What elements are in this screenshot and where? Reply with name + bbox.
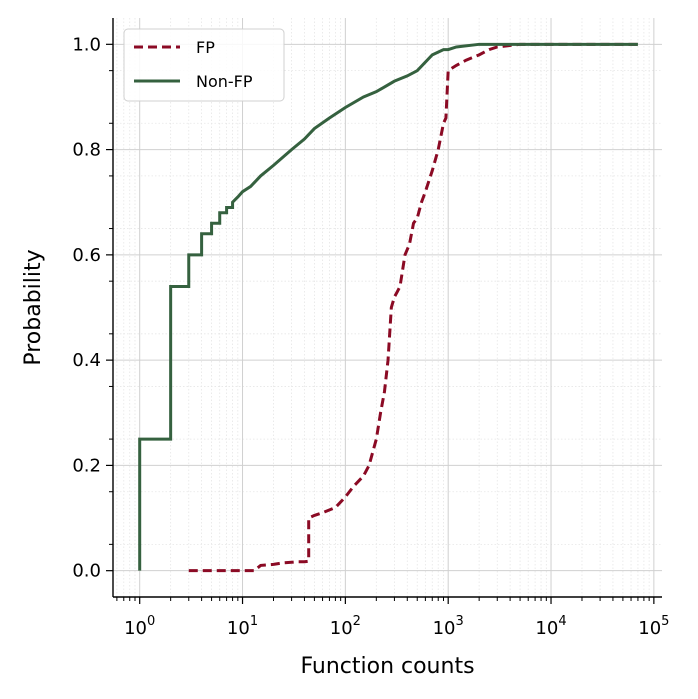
- minor-grid: [113, 18, 662, 597]
- y-tick-label: 0.0: [72, 561, 101, 582]
- ticks: 100 101 102 103 104 105 0.0 0.2 0.4 0.6 0.8 1.0: [72, 34, 669, 639]
- series-layer: [138, 42, 638, 573]
- y-axis-label: Probability: [21, 249, 46, 365]
- x-tick-label: 103: [433, 614, 464, 639]
- series-line-fp: [188, 42, 638, 573]
- legend-label: FP: [196, 38, 215, 57]
- y-tick-label: 0.6: [72, 245, 101, 266]
- legend: FP Non-FP: [123, 28, 285, 102]
- x-tick-label: 102: [330, 614, 361, 639]
- x-tick-label: 104: [535, 614, 566, 639]
- x-tick-label: 101: [227, 614, 258, 639]
- x-tick-label: 105: [638, 614, 669, 639]
- y-tick-label: 0.2: [72, 455, 101, 476]
- axes: [112, 18, 662, 598]
- y-tick-label: 0.4: [72, 350, 101, 371]
- y-tick-label: 0.8: [72, 140, 101, 161]
- x-axis-label: Function counts: [300, 654, 474, 679]
- y-tick-label: 1.0: [72, 34, 101, 55]
- series-line-non-fp: [138, 42, 638, 571]
- legend-label: Non-FP: [196, 72, 253, 91]
- x-tick-label: 100: [124, 614, 155, 639]
